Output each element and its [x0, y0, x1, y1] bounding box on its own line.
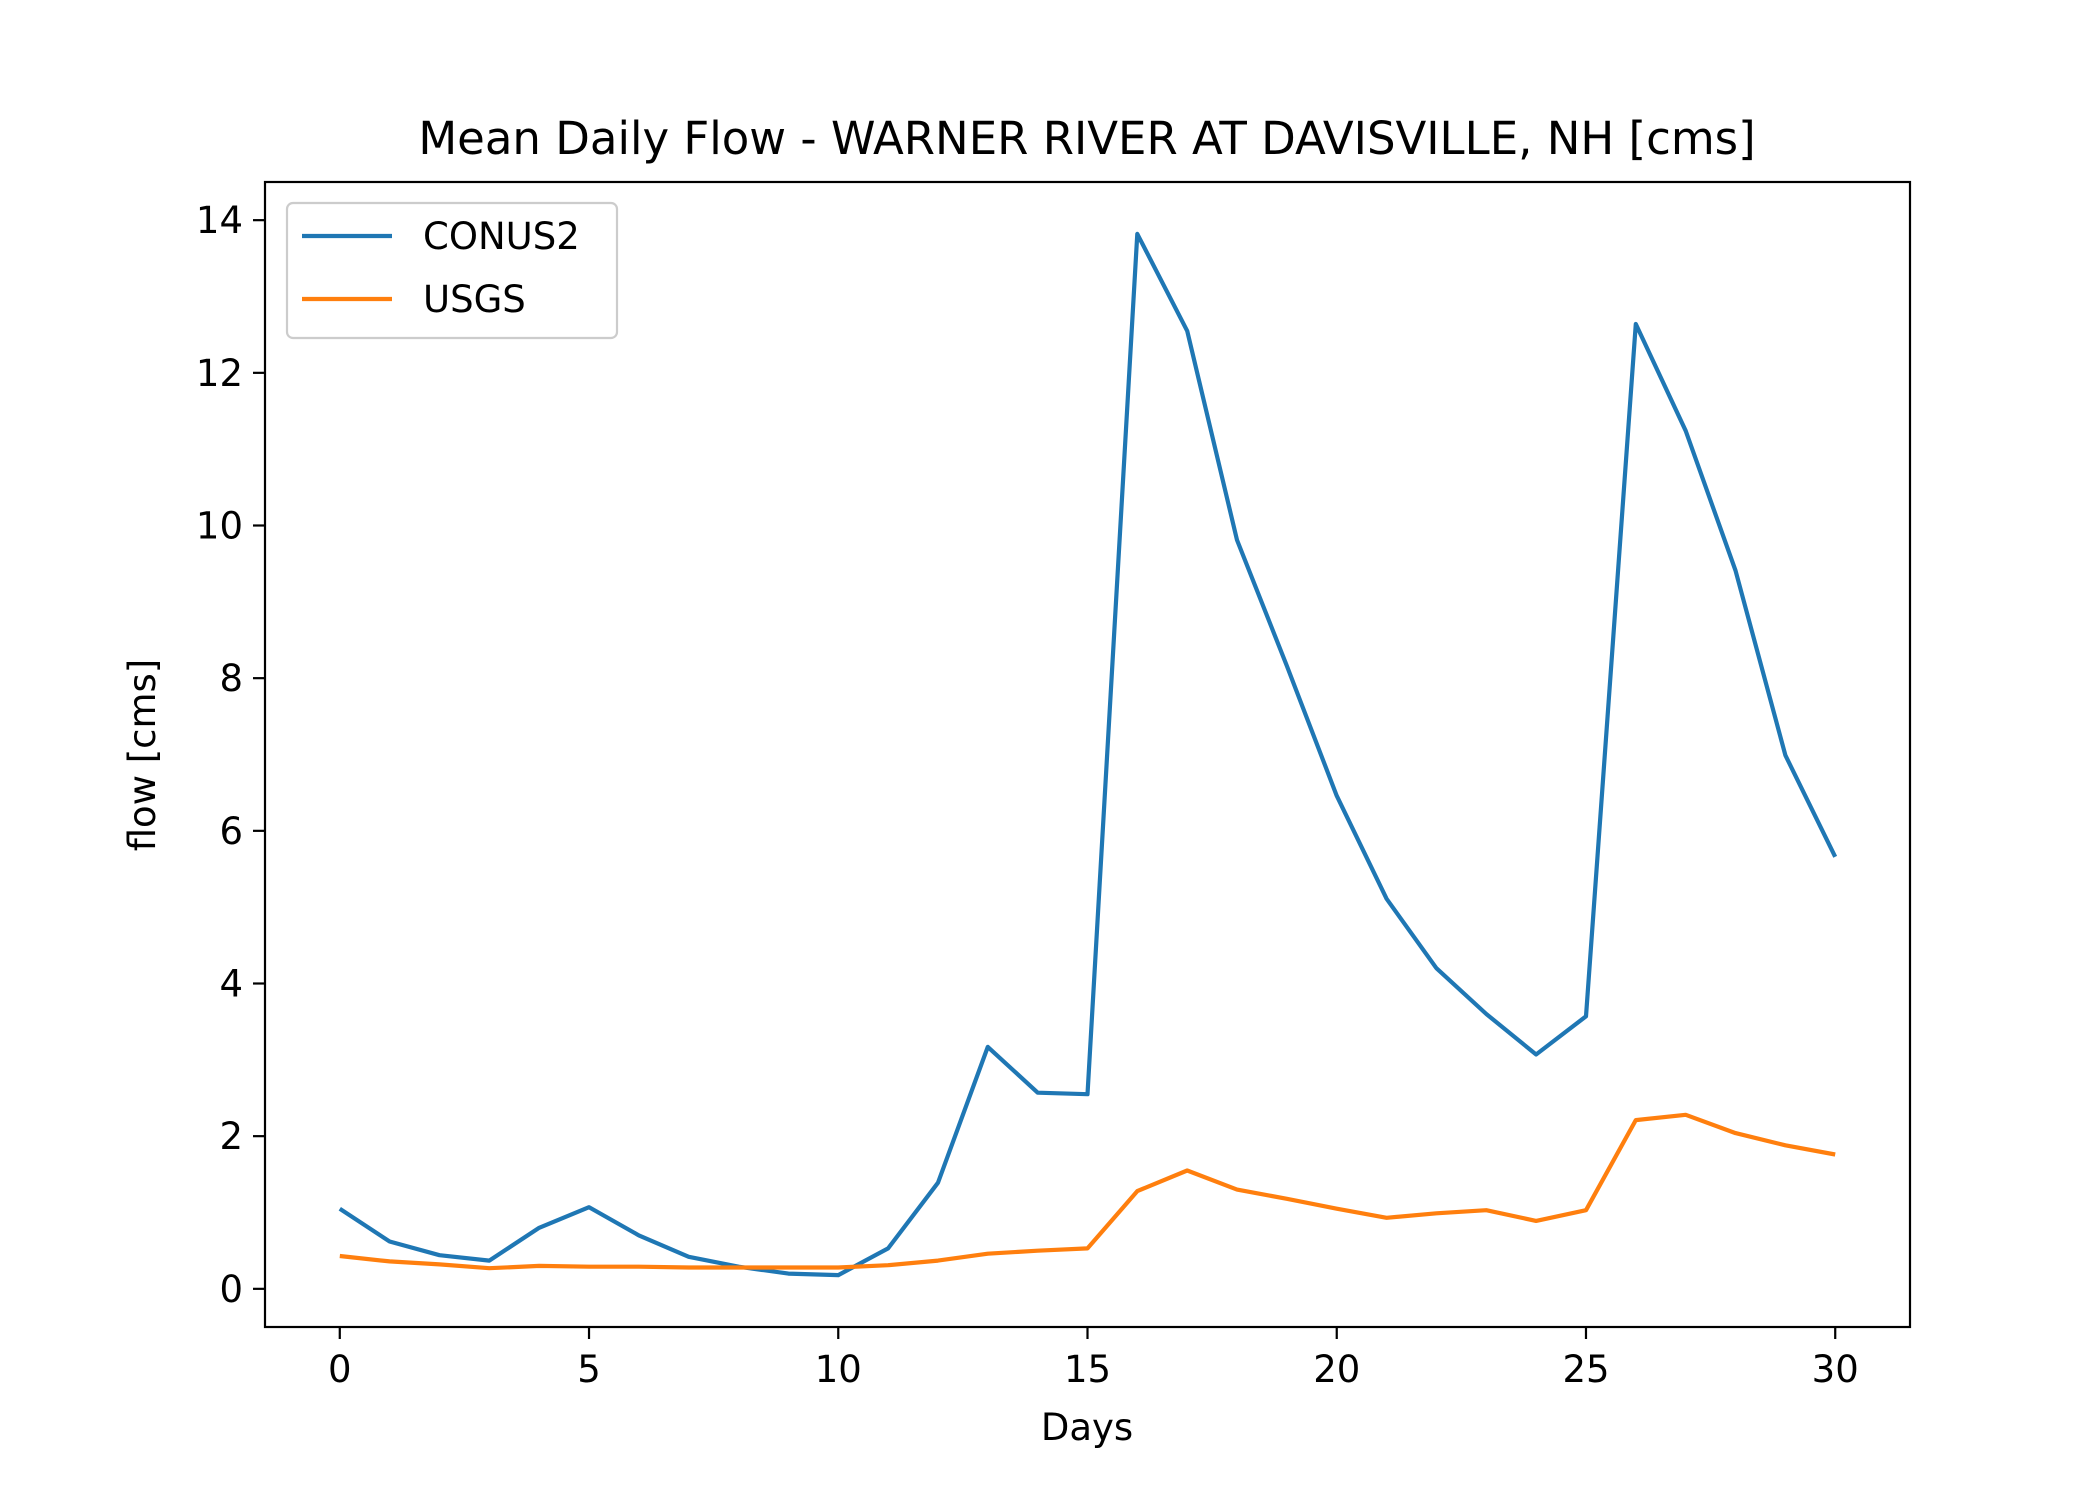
legend-label-conus2: CONUS2 — [423, 215, 580, 258]
y-tick-label: 6 — [219, 810, 243, 853]
x-tick-label: 15 — [1064, 1348, 1111, 1391]
y-tick-label: 8 — [219, 657, 243, 700]
x-axis-label: Days — [1041, 1406, 1133, 1449]
y-tick-label: 12 — [196, 352, 243, 395]
x-tick-label: 0 — [328, 1348, 352, 1391]
series-line-conus2 — [338, 231, 1838, 1278]
y-axis-label: flow [cms] — [121, 659, 164, 852]
plot-area — [338, 231, 1838, 1278]
chart-title: Mean Daily Flow - WARNER RIVER AT DAVISV… — [418, 112, 1755, 165]
y-tick-label: 14 — [196, 199, 243, 242]
y-tick-label: 0 — [219, 1268, 243, 1311]
axes: 0 5 10 15 20 25 30 0 2 4 6 8 10 12 14 — [196, 180, 1912, 1391]
x-tick-label: 10 — [815, 1348, 862, 1391]
legend: CONUS2 USGS — [285, 201, 619, 340]
x-tick-label: 30 — [1812, 1348, 1859, 1391]
y-tick-label: 4 — [219, 963, 243, 1006]
x-tick-label: 5 — [577, 1348, 601, 1391]
legend-label-usgs: USGS — [423, 278, 526, 321]
y-tick-label: 10 — [196, 505, 243, 548]
x-tick-label: 20 — [1313, 1348, 1360, 1391]
x-tick-label: 25 — [1562, 1348, 1609, 1391]
series-line-usgs — [339, 1112, 1836, 1271]
y-tick-label: 2 — [219, 1115, 243, 1158]
